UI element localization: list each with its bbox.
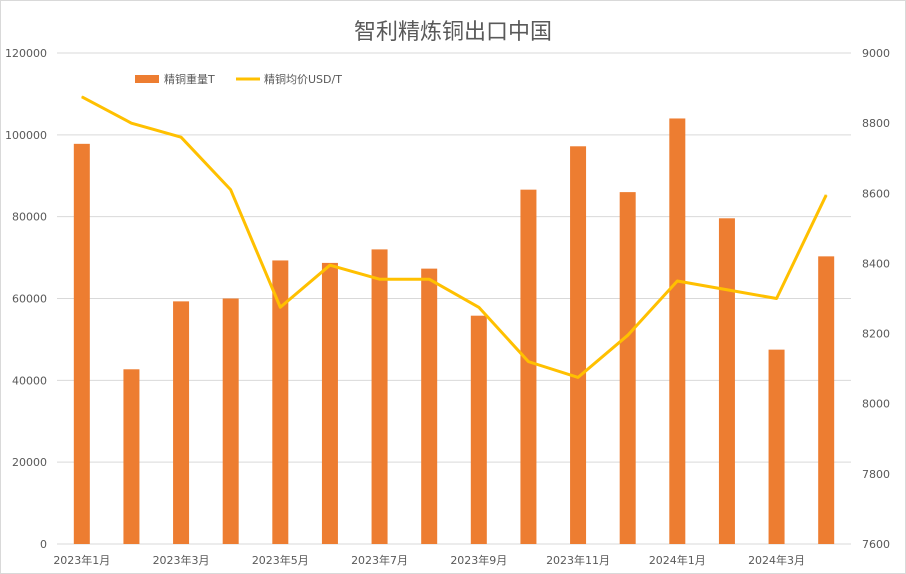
y-left-tick-label: 60000	[12, 293, 47, 306]
bar	[619, 192, 636, 544]
line-point	[676, 280, 678, 282]
bar	[123, 369, 140, 544]
line-point	[329, 264, 331, 266]
y-left-tick-label: 20000	[12, 456, 47, 469]
x-tick-label: 2023年3月	[153, 553, 210, 567]
bar	[321, 262, 338, 544]
x-tick-label: 2023年5月	[252, 553, 309, 567]
line-point	[776, 298, 778, 299]
line-point	[428, 278, 430, 280]
bar	[818, 256, 835, 544]
bar	[371, 249, 388, 544]
bar	[669, 118, 686, 544]
x-tick-label: 2023年1月	[53, 553, 110, 567]
x-tick-label: 2024年3月	[748, 553, 805, 567]
x-tick-label: 2023年11月	[546, 553, 610, 567]
y-right-tick-label: 7600	[862, 538, 890, 551]
y-left-tick-label: 120000	[5, 47, 47, 60]
bar	[718, 218, 735, 544]
legend-label-bar: 精铜重量T	[164, 72, 215, 86]
y-left-tick-label: 40000	[12, 374, 47, 387]
y-left-tick-label: 80000	[12, 211, 47, 224]
line-point	[577, 376, 579, 378]
bar	[222, 298, 239, 544]
y-right-tick-label: 8000	[862, 398, 890, 411]
bar-series	[73, 118, 835, 545]
line-point	[279, 306, 281, 308]
line-point	[130, 122, 132, 124]
y-left-tick-label: 100000	[5, 129, 47, 142]
price-line	[81, 95, 828, 379]
y-right-tick-label: 8200	[862, 328, 890, 341]
line-point	[527, 361, 529, 363]
y-right-tick-label: 9000	[862, 47, 890, 60]
bar	[73, 143, 90, 544]
bar	[272, 260, 289, 544]
bar	[520, 189, 537, 544]
bar	[421, 268, 438, 544]
y-right-tick-label: 8600	[862, 187, 890, 200]
line-point	[627, 334, 629, 336]
x-tick-label: 2023年7月	[351, 553, 408, 567]
legend-swatch-bar	[135, 75, 159, 83]
y-right-tick-label: 8400	[862, 257, 890, 270]
line-point	[379, 278, 381, 280]
legend-label-line: 精铜均价USD/T	[264, 72, 342, 86]
bar	[570, 146, 587, 545]
line-point	[726, 289, 728, 291]
legend: 精铜重量T 精铜均价USD/T	[135, 72, 342, 86]
line-point	[180, 136, 182, 138]
grid-lines	[57, 52, 851, 545]
line-series	[81, 95, 828, 379]
bar	[768, 349, 785, 544]
line-point	[230, 189, 232, 191]
line-point	[81, 96, 83, 98]
bar	[470, 315, 487, 544]
axis-labels: 0 20000 40000 60000 80000 100000 120000 7600 780…	[5, 47, 890, 567]
chart-title: 智利精炼铜出口中国	[353, 20, 552, 45]
line-point	[825, 194, 827, 196]
x-tick-label: 2023年9月	[450, 553, 507, 567]
y-left-tick-label: 0	[40, 538, 47, 551]
line-point	[478, 306, 480, 308]
y-right-tick-label: 7800	[862, 468, 890, 481]
x-tick-label: 2024年1月	[649, 553, 706, 567]
bar	[173, 301, 190, 544]
y-right-tick-label: 8800	[862, 117, 890, 130]
